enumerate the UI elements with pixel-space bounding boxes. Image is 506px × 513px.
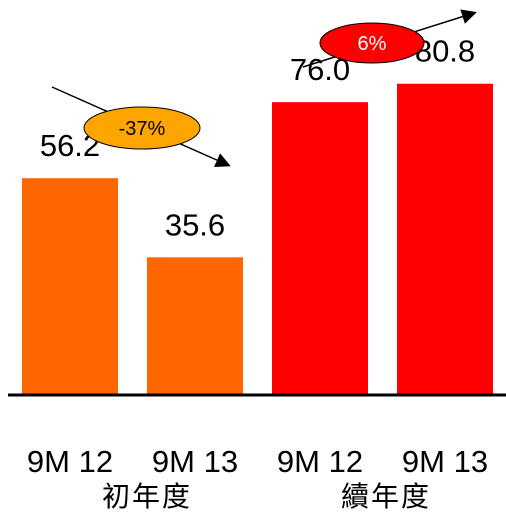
category-label-1: 9M 12: [27, 444, 113, 479]
value-label-4: 80.8: [415, 34, 475, 69]
value-label-2: 35.6: [165, 207, 225, 242]
trend-annotations: -37% 6%: [51, 9, 477, 167]
bar-1: [22, 178, 118, 394]
change-badge-text-1: -37%: [119, 118, 166, 140]
value-labels: 56.235.676.080.8: [40, 34, 475, 243]
category-label-4: 9M 13: [402, 444, 488, 479]
change-badge-1: [83, 106, 201, 150]
change-badge-text-2: 6%: [358, 33, 387, 55]
group-labels: 初年度 續年度: [102, 480, 431, 513]
group-label-2: 續年度: [341, 480, 431, 513]
change-badge-2: [319, 22, 425, 64]
bar-series: [22, 83, 493, 394]
group-label-1: 初年度: [102, 480, 192, 513]
category-labels: 9M 12 9M 13 9M 12 9M 13: [27, 444, 488, 479]
bar-3: [272, 102, 368, 394]
category-label-3: 9M 12: [277, 444, 363, 479]
category-label-2: 9M 13: [152, 444, 238, 479]
bar-2: [147, 257, 243, 394]
bar-4: [397, 83, 493, 394]
